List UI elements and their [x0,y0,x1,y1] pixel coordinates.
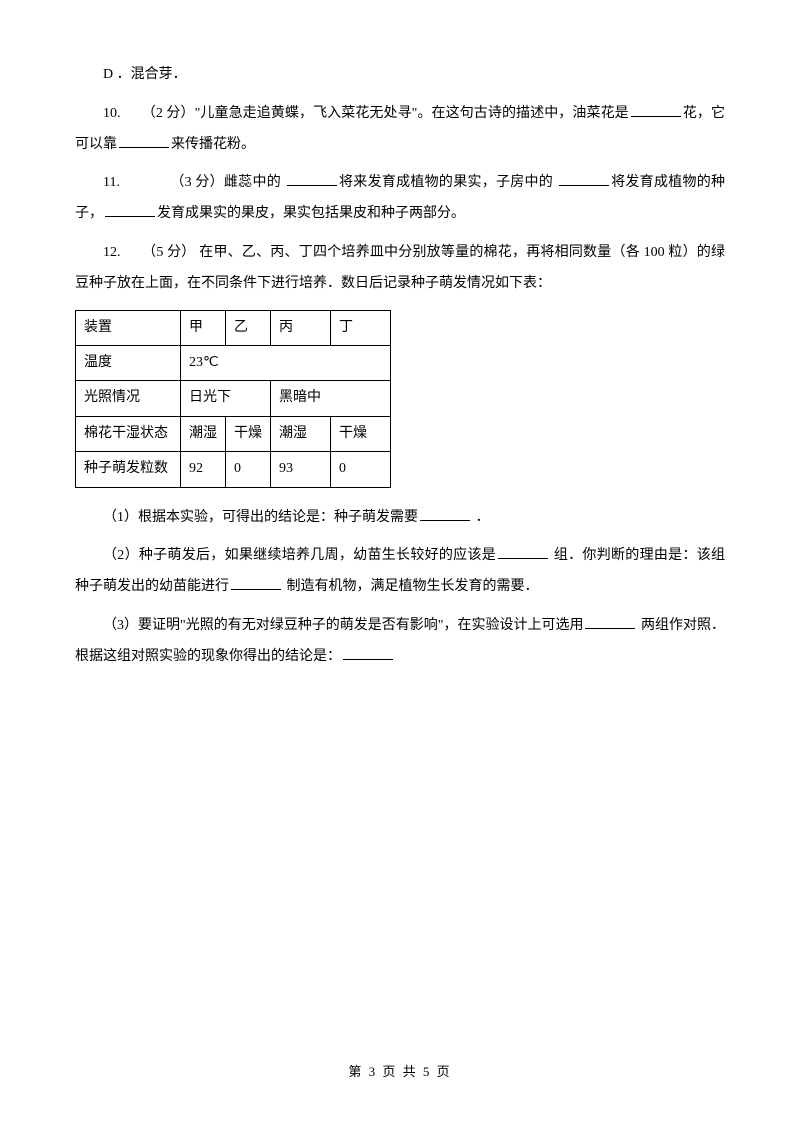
blank-fill[interactable] [631,103,681,117]
blank-fill[interactable] [420,507,470,521]
blank-fill[interactable] [559,172,609,186]
table-cell: 潮湿 [181,416,226,451]
table-row: 种子萌发粒数 92 0 93 0 [76,452,391,487]
q11-mid1: 将来发育成植物的果实，子房中的 [339,175,557,190]
table-cell: 棉花干湿状态 [76,416,181,451]
q12-sub2-suffix: 制造有机物，满足植物生长发育的需要． [283,579,539,594]
question-12-sub1: （1）根据本实验，可得出的结论是：种子萌发需要 ． [75,503,725,534]
table-cell: 丙 [271,310,331,345]
table-cell: 干燥 [331,416,391,451]
q11-suffix: 发育成果实的果皮，果实包括果皮和种子两部分。 [157,206,465,221]
page-footer: 第 3 页 共 5 页 [0,1058,800,1087]
blank-fill[interactable] [498,545,548,559]
table-cell: 日光下 [181,381,271,416]
blank-fill[interactable] [343,646,393,660]
question-10: 10. （2 分）"儿童急走追黄蝶，飞入菜花无处寻"。在这句古诗的描述中，油菜花… [75,99,725,161]
blank-fill[interactable] [105,203,155,217]
table-cell: 0 [331,452,391,487]
table-cell: 黑暗中 [271,381,391,416]
blank-fill[interactable] [119,134,169,148]
q12-sub1-prefix: （1）根据本实验，可得出的结论是：种子萌发需要 [103,510,418,525]
blank-fill[interactable] [585,615,635,629]
experiment-table: 装置 甲 乙 丙 丁 温度 23℃ 光照情况 日光下 黑暗中 棉花干湿状态 潮湿… [75,310,391,488]
option-d: D ．混合芽． [75,60,725,91]
q11-prefix: 11. （3 分）雌蕊中的 [103,175,285,190]
table-row: 温度 23℃ [76,345,391,380]
table-cell: 92 [181,452,226,487]
question-12-intro: 12. （5 分） 在甲、乙、丙、丁四个培养皿中分别放等量的棉花，再将相同数量（… [75,238,725,300]
q10-suffix: 来传播花粉。 [171,137,255,152]
question-12-sub3: （3）要证明"光照的有无对绿豆种子的萌发是否有影响"，在实验设计上可选用 两组作… [75,611,725,673]
q12-sub1-suffix: ． [472,510,490,525]
table-cell: 丁 [331,310,391,345]
document-content: D ．混合芽． 10. （2 分）"儿童急走追黄蝶，飞入菜花无处寻"。在这句古诗… [75,60,725,673]
question-11: 11. （3 分）雌蕊中的 将来发育成植物的果实，子房中的 将发育成植物的种子，… [75,168,725,230]
table-cell: 23℃ [181,345,391,380]
blank-fill[interactable] [231,576,281,590]
q12-sub3-prefix: （3）要证明"光照的有无对绿豆种子的萌发是否有影响"，在实验设计上可选用 [103,618,583,633]
table-cell: 0 [226,452,271,487]
table-cell: 光照情况 [76,381,181,416]
blank-fill[interactable] [287,172,337,186]
table-row: 装置 甲 乙 丙 丁 [76,310,391,345]
question-12-sub2: （2）种子萌发后，如果继续培养几周，幼苗生长较好的应该是 组．你判断的理由是：该… [75,541,725,603]
table-cell: 装置 [76,310,181,345]
q12-sub2-prefix: （2）种子萌发后，如果继续培养几周，幼苗生长较好的应该是 [103,548,496,563]
table-cell: 温度 [76,345,181,380]
table-cell: 93 [271,452,331,487]
table-row: 光照情况 日光下 黑暗中 [76,381,391,416]
table-row: 棉花干湿状态 潮湿 干燥 潮湿 干燥 [76,416,391,451]
table-cell: 潮湿 [271,416,331,451]
q10-prefix: 10. （2 分）"儿童急走追黄蝶，飞入菜花无处寻"。在这句古诗的描述中，油菜花… [103,106,629,121]
table-cell: 干燥 [226,416,271,451]
table-cell: 乙 [226,310,271,345]
table-cell: 种子萌发粒数 [76,452,181,487]
table-cell: 甲 [181,310,226,345]
